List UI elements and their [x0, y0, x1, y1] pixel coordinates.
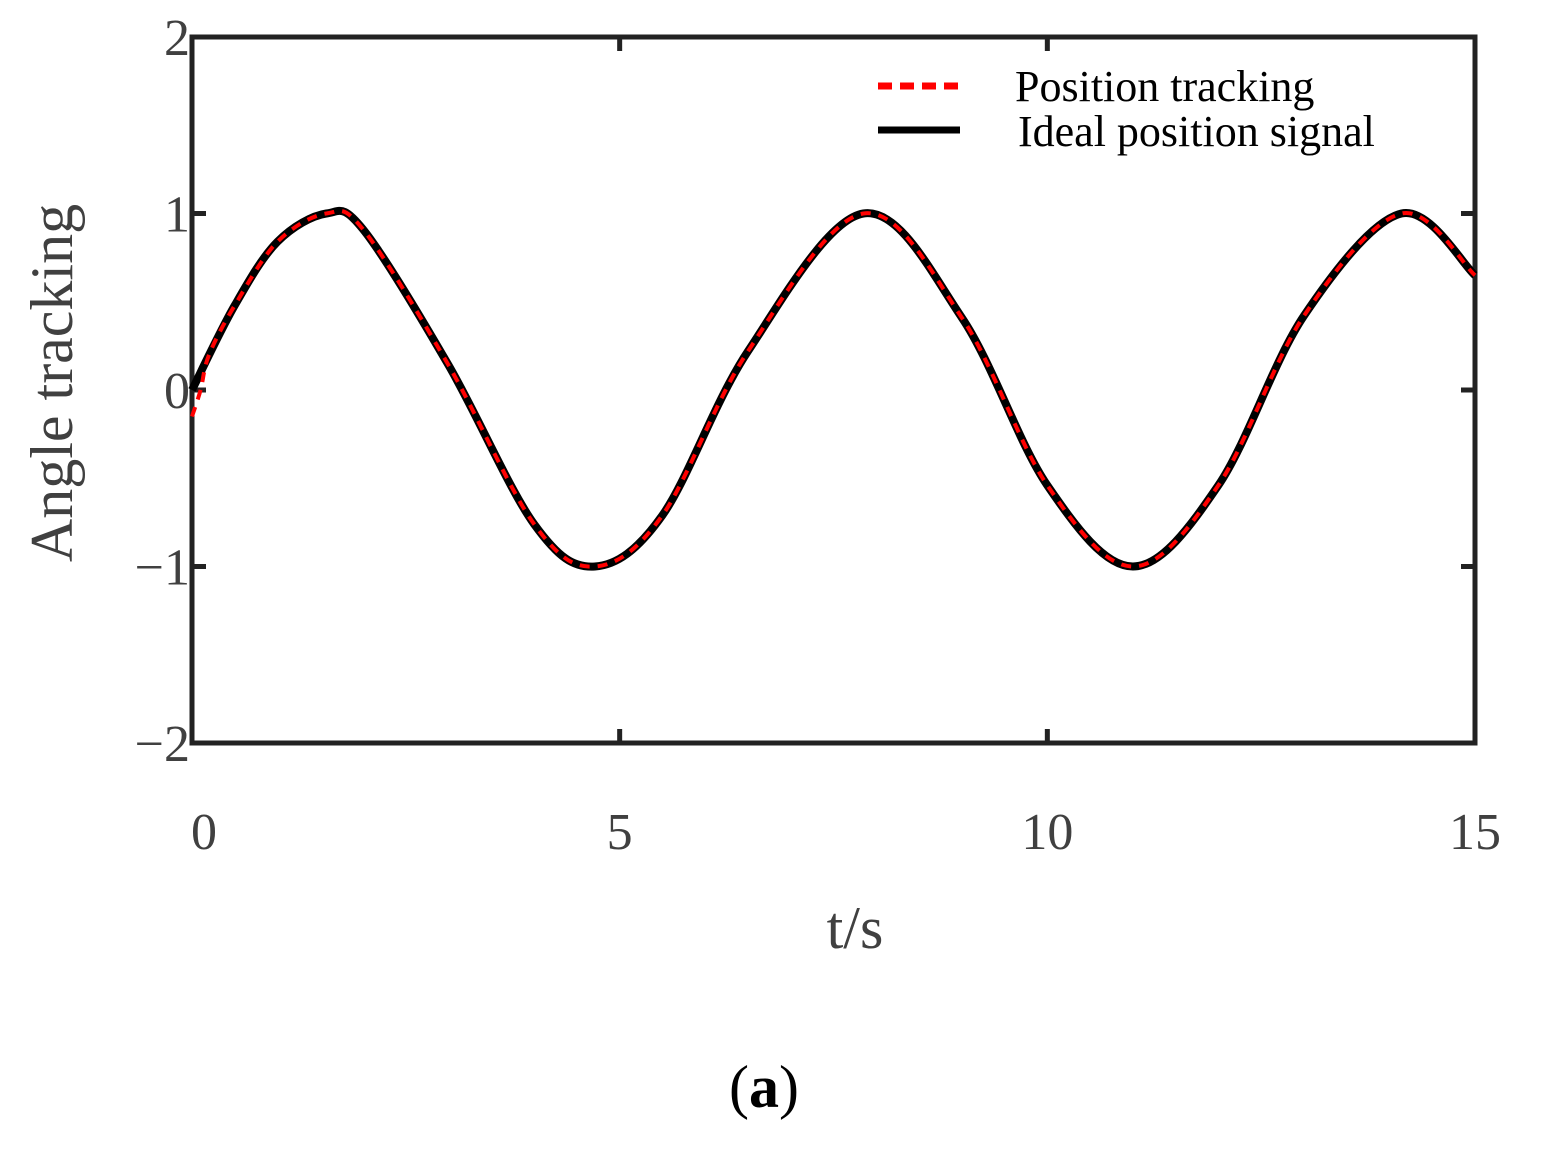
y-tick-label-0: −2: [135, 716, 190, 773]
y-tick-label-2: 0: [164, 363, 190, 420]
x-tick-label-2: 10: [1021, 804, 1073, 861]
x-axis-label: t/s: [827, 895, 884, 961]
legend: Position tracking Ideal position signal: [878, 62, 1375, 156]
x-tick-label-3: 15: [1449, 804, 1501, 861]
y-tick-labels: −2 −1 0 1 2: [135, 10, 190, 773]
legend-label-ideal-position-signal: Ideal position signal: [1018, 107, 1375, 156]
line-position-tracking: [190, 208, 1477, 569]
caption-close-paren: ): [779, 1054, 799, 1120]
caption-open-paren: (: [729, 1054, 749, 1120]
line-ideal-position-signal: [188, 206, 1478, 571]
y-tick-label-4: 2: [164, 10, 190, 67]
x-tick-label-0: 0: [191, 804, 217, 861]
series-ideal-position-signal: [188, 206, 1478, 571]
plot-area: [188, 34, 1478, 746]
y-tick-label-1: −1: [135, 540, 190, 597]
legend-label-position-tracking: Position tracking: [1015, 62, 1314, 111]
figure-caption: (a): [729, 1054, 799, 1120]
series-position-tracking: [190, 208, 1477, 569]
x-tick-label-1: 5: [607, 804, 633, 861]
y-axis-label: Angle tracking: [19, 204, 85, 562]
caption-letter: a: [749, 1054, 779, 1120]
y-tick-label-3: 1: [164, 187, 190, 244]
x-tick-labels: 0 5 10 15: [191, 804, 1501, 861]
